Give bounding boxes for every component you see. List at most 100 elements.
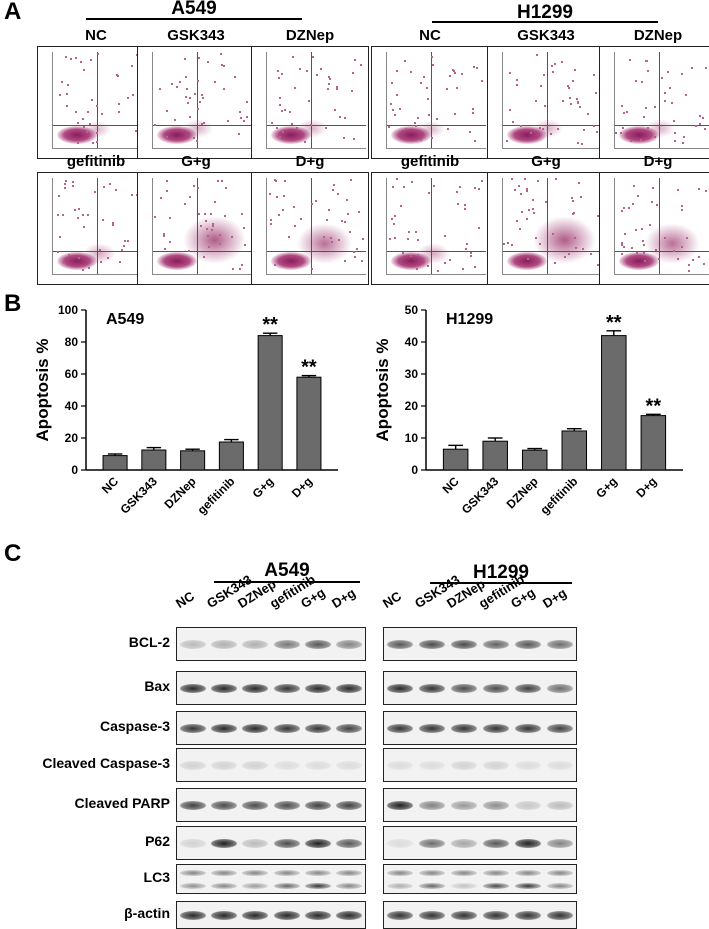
blot-lane-a549	[176, 864, 366, 894]
y-axis-label: Apoptosis %	[373, 339, 392, 442]
flow-plot-a549-0	[37, 46, 155, 159]
group-line-h1299-blot	[430, 582, 572, 584]
bar-NC	[442, 448, 469, 471]
chart-title: H1299	[446, 311, 493, 328]
blot-column-a549-0: NC	[172, 588, 197, 611]
group-label-h1299-flow: H1299	[517, 2, 573, 23]
x-tick-label: NC	[440, 474, 462, 496]
blot-band	[386, 683, 414, 693]
flow-cluster-apoptotic	[297, 222, 352, 264]
flow-cluster-apoptotic	[645, 119, 675, 138]
blot-band	[546, 639, 574, 649]
flow-cluster	[157, 252, 197, 270]
blot-lane-a549	[176, 748, 366, 782]
panel-label-c: C	[4, 540, 22, 567]
blot-lane-h1299	[383, 864, 577, 894]
bar-GSK343	[141, 449, 167, 471]
flow-cluster-apoptotic	[533, 215, 596, 264]
blot-band	[211, 723, 237, 733]
blot-band	[546, 800, 574, 810]
blot-band	[418, 838, 446, 848]
blot-lane-h1299	[383, 748, 577, 782]
blot-band	[514, 639, 542, 649]
blot-lane-h1299	[383, 901, 577, 929]
flow-plot-a549-3	[37, 172, 155, 285]
y-tick-label: 40	[405, 335, 419, 349]
blot-band	[242, 760, 269, 770]
blot-band	[546, 870, 574, 876]
blot-band	[336, 639, 363, 649]
flow-plot-a549-4	[137, 172, 255, 285]
flow-title-a549-4: G+g	[181, 153, 211, 170]
blot-band	[211, 800, 237, 810]
blot-band	[273, 723, 300, 733]
blot-band	[418, 910, 446, 920]
flow-title-h1299-1: GSK343	[517, 27, 575, 44]
blot-row-label: P62	[145, 833, 170, 849]
blot-row-label: Cleaved PARP	[74, 795, 170, 811]
blot-band	[179, 870, 206, 876]
flow-plot-a549-5	[251, 172, 369, 285]
flow-plot-h1299-0	[371, 46, 489, 159]
significance-mark: **	[606, 312, 622, 334]
y-tick-label: 20	[405, 399, 419, 413]
bar-gefitinib	[218, 441, 244, 471]
blot-band	[242, 870, 269, 876]
flow-cluster	[507, 252, 547, 270]
blot-column-h1299-0: NC	[379, 588, 404, 611]
chart-title: A549	[106, 311, 144, 328]
panel-label-b: B	[4, 290, 22, 317]
flow-title-a549-5: D+g	[295, 153, 325, 170]
x-tick-label: G+g	[250, 474, 277, 501]
y-axis-label: Apoptosis %	[33, 339, 52, 442]
y-tick-label: 0	[71, 463, 78, 477]
group-label-h1299-blot: H1299	[473, 562, 529, 583]
blot-band	[482, 838, 510, 848]
blot-band	[273, 760, 300, 770]
blot-band	[305, 883, 331, 889]
blot-band	[546, 883, 574, 889]
blot-band	[418, 760, 446, 770]
blot-band	[514, 838, 542, 848]
blot-band	[482, 639, 510, 649]
x-tick-label: GSK343	[118, 474, 161, 517]
blot-row-label: Cleaved Caspase-3	[42, 755, 170, 771]
blot-lane-a549	[176, 671, 366, 705]
blot-band	[336, 760, 363, 770]
blot-band	[482, 683, 510, 693]
blot-band	[482, 760, 510, 770]
blot-band	[418, 800, 446, 810]
blot-band	[273, 639, 300, 649]
flow-title-h1299-5: D+g	[643, 153, 673, 170]
blot-band	[546, 910, 574, 920]
flow-cluster	[507, 126, 547, 144]
blot-lane-h1299	[383, 671, 577, 705]
flow-plot-h1299-5	[599, 172, 709, 285]
blot-band	[305, 683, 331, 693]
flow-plot-a549-1	[137, 46, 255, 159]
blot-band	[211, 883, 237, 889]
blot-band	[546, 760, 574, 770]
blot-band	[418, 723, 446, 733]
blot-row-label: LC3	[143, 869, 170, 885]
blot-band	[179, 683, 206, 693]
blot-band	[242, 910, 269, 920]
blot-band	[482, 800, 510, 810]
blot-band	[450, 883, 478, 889]
blot-band	[273, 883, 300, 889]
x-tick-label: DZNep	[504, 474, 541, 511]
blot-band	[242, 723, 269, 733]
blot-band	[418, 870, 446, 876]
blot-band	[305, 639, 331, 649]
flow-title-a549-1: GSK343	[167, 27, 225, 44]
blot-band	[386, 800, 414, 810]
flow-plot-h1299-4	[487, 172, 605, 285]
blot-band	[305, 838, 331, 848]
significance-mark: **	[301, 357, 317, 379]
blot-band	[482, 723, 510, 733]
blot-band	[418, 883, 446, 889]
y-tick-label: 50	[405, 303, 419, 317]
bar-GSK343	[482, 440, 508, 471]
blot-lane-h1299	[383, 627, 577, 661]
